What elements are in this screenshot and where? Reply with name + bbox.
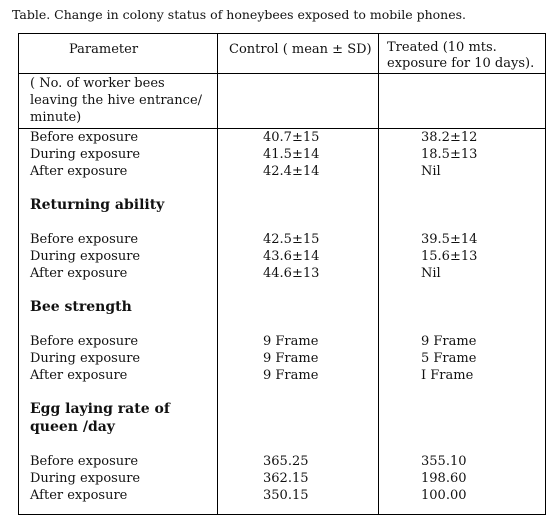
- row-label: During exposure: [30, 351, 141, 366]
- intro-line: minute): [30, 110, 82, 125]
- row-control: 362.15: [263, 471, 309, 486]
- section-title: Returning ability: [30, 197, 165, 213]
- row-label: During exposure: [30, 471, 141, 486]
- row-treated: 355.10: [421, 454, 467, 469]
- header-parameter: Parameter: [69, 42, 139, 57]
- row-control: 365.25: [263, 454, 309, 469]
- row-label: After exposure: [30, 368, 128, 383]
- section-title: queen /day: [30, 419, 115, 435]
- row-control: 44.6±13: [263, 266, 320, 281]
- row-control: 9 Frame: [263, 334, 319, 349]
- row-label: Before exposure: [30, 232, 139, 247]
- table-caption: Table. Change in colony status of honeyb…: [12, 7, 467, 22]
- row-label: After exposure: [30, 164, 128, 179]
- header-treated-line1: Treated (10 mts.: [387, 40, 497, 55]
- row-label: After exposure: [30, 266, 128, 281]
- row-control: 40.7±15: [263, 130, 320, 145]
- intro-line: ( No. of worker bees: [30, 76, 165, 91]
- row-treated: 38.2±12: [421, 130, 478, 145]
- row-treated: 9 Frame: [421, 334, 477, 349]
- row-control: 42.4±14: [263, 164, 320, 179]
- row-label: During exposure: [30, 147, 141, 162]
- header-control: Control ( mean ± SD): [229, 42, 372, 57]
- row-control: 350.15: [263, 488, 309, 503]
- row-label: After exposure: [30, 488, 128, 503]
- row-treated: 100.00: [421, 488, 467, 503]
- row-control: 42.5±15: [263, 232, 320, 247]
- row-treated: Nil: [421, 266, 441, 281]
- row-label: Before exposure: [30, 130, 139, 145]
- row-treated: 198.60: [421, 471, 467, 486]
- row-label: Before exposure: [30, 334, 139, 349]
- row-treated: Nil: [421, 164, 441, 179]
- row-treated: I Frame: [421, 368, 474, 383]
- row-label: Before exposure: [30, 454, 139, 469]
- row-treated: 39.5±14: [421, 232, 478, 247]
- row-treated: 5 Frame: [421, 351, 477, 366]
- intro-divider: [19, 128, 545, 129]
- intro-line: leaving the hive entrance/: [30, 93, 203, 108]
- row-control: 43.6±14: [263, 249, 320, 264]
- section-title: Egg laying rate of: [30, 401, 170, 417]
- header-treated-line2: exposure for 10 days).: [387, 56, 535, 71]
- header-divider: [19, 73, 545, 74]
- row-treated: 15.6±13: [421, 249, 478, 264]
- row-control: 9 Frame: [263, 351, 319, 366]
- column-divider: [217, 34, 218, 514]
- section-title: Bee strength: [30, 299, 132, 315]
- row-label: During exposure: [30, 249, 141, 264]
- row-control: 41.5±14: [263, 147, 320, 162]
- row-control: 9 Frame: [263, 368, 319, 383]
- data-table: Parameter Control ( mean ± SD) Treated (…: [18, 33, 546, 515]
- column-divider: [378, 34, 379, 514]
- row-treated: 18.5±13: [421, 147, 478, 162]
